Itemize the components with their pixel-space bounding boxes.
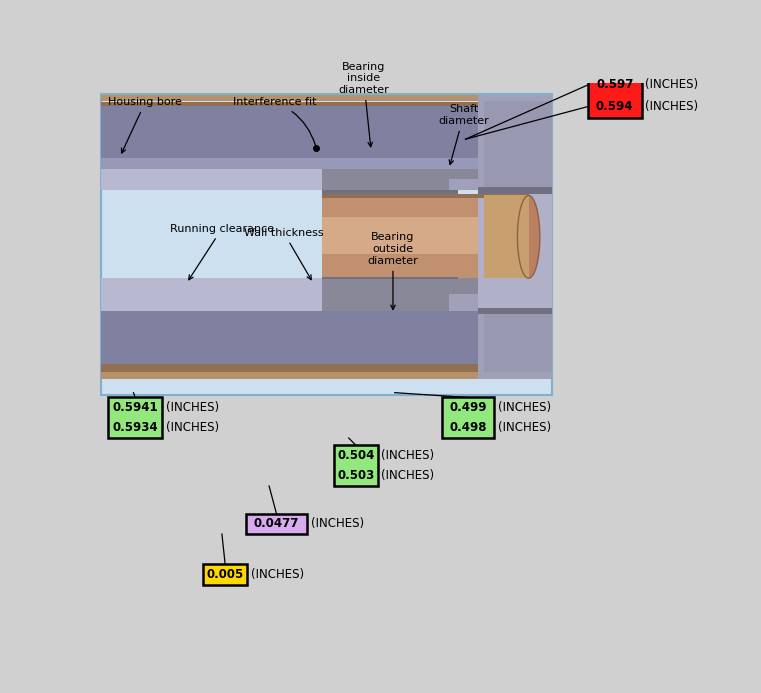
Text: 0.504: 0.504 (337, 449, 374, 462)
Text: 0.597: 0.597 (596, 78, 633, 91)
Polygon shape (101, 278, 508, 365)
FancyBboxPatch shape (246, 514, 307, 534)
Text: Shaft
diameter: Shaft diameter (438, 104, 489, 164)
Text: (INCHES): (INCHES) (166, 401, 219, 414)
Text: 0.594: 0.594 (596, 100, 633, 113)
Text: Running clearance: Running clearance (170, 224, 274, 280)
FancyBboxPatch shape (334, 446, 378, 466)
Text: 0.498: 0.498 (449, 421, 486, 435)
Polygon shape (101, 158, 479, 168)
Polygon shape (101, 365, 508, 372)
Text: 0.5934: 0.5934 (113, 421, 158, 435)
Polygon shape (101, 278, 479, 311)
FancyBboxPatch shape (442, 398, 494, 418)
Polygon shape (485, 195, 529, 278)
FancyBboxPatch shape (108, 418, 162, 438)
Polygon shape (322, 168, 479, 190)
Polygon shape (449, 179, 479, 190)
Polygon shape (322, 190, 458, 195)
Text: Wall thickness: Wall thickness (244, 228, 323, 280)
Polygon shape (101, 102, 508, 106)
Polygon shape (479, 187, 552, 193)
Polygon shape (101, 106, 508, 158)
Polygon shape (322, 277, 458, 279)
Ellipse shape (517, 195, 540, 278)
Polygon shape (479, 190, 552, 311)
Polygon shape (322, 216, 529, 254)
Text: (INCHES): (INCHES) (381, 469, 435, 482)
Text: Bearing
inside
diameter: Bearing inside diameter (338, 62, 389, 147)
FancyBboxPatch shape (587, 96, 642, 118)
Text: (INCHES): (INCHES) (498, 401, 551, 414)
Text: (INCHES): (INCHES) (498, 421, 551, 435)
Polygon shape (322, 278, 479, 311)
Text: 0.0477: 0.0477 (253, 518, 299, 530)
FancyBboxPatch shape (587, 73, 642, 96)
Polygon shape (479, 308, 552, 314)
Polygon shape (322, 194, 529, 198)
Polygon shape (101, 95, 508, 101)
Polygon shape (485, 101, 552, 372)
Text: 0.005: 0.005 (206, 568, 244, 581)
Text: 0.503: 0.503 (337, 469, 374, 482)
Polygon shape (101, 168, 479, 190)
Polygon shape (101, 372, 508, 379)
FancyBboxPatch shape (203, 565, 247, 585)
FancyBboxPatch shape (442, 418, 494, 438)
FancyBboxPatch shape (101, 94, 552, 395)
Text: (INCHES): (INCHES) (311, 518, 364, 530)
Text: Interference fit: Interference fit (234, 97, 317, 146)
FancyBboxPatch shape (108, 398, 162, 418)
Text: (INCHES): (INCHES) (645, 100, 698, 113)
Text: Bearing
outside
diameter: Bearing outside diameter (368, 232, 419, 310)
Text: (INCHES): (INCHES) (251, 568, 304, 581)
Text: (INCHES): (INCHES) (645, 78, 698, 91)
Text: Housing bore: Housing bore (108, 97, 182, 153)
FancyBboxPatch shape (334, 466, 378, 486)
Polygon shape (449, 294, 479, 311)
Polygon shape (322, 195, 529, 278)
Text: 0.5941: 0.5941 (113, 401, 158, 414)
Text: (INCHES): (INCHES) (381, 449, 435, 462)
Text: (INCHES): (INCHES) (166, 421, 219, 435)
Polygon shape (479, 95, 552, 379)
Text: 0.499: 0.499 (449, 401, 486, 414)
